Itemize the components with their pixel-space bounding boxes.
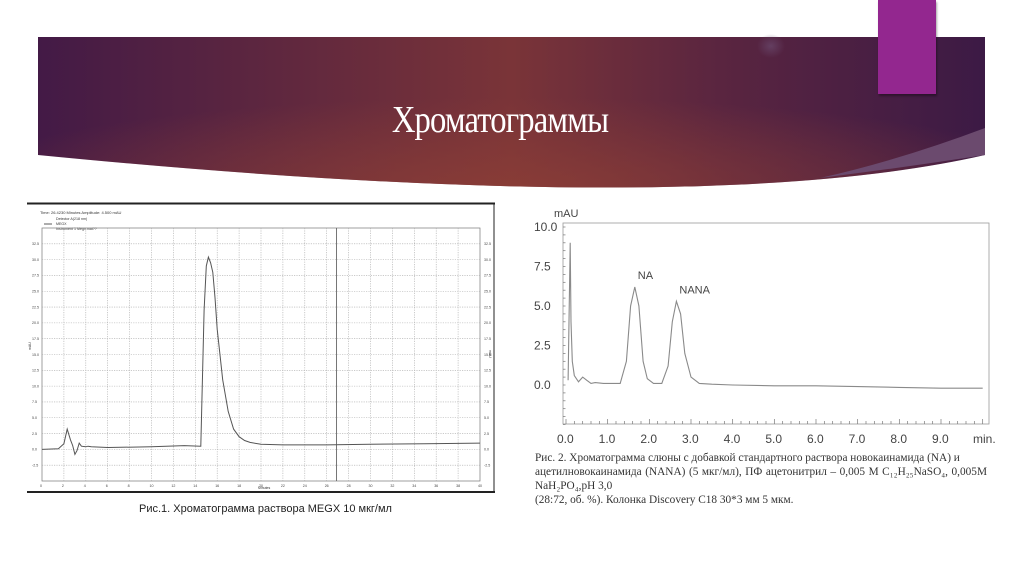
figure1-caption: Рис.1. Хроматограмма раствора MEGX 10 мк… bbox=[139, 503, 392, 515]
svg-text:7.5: 7.5 bbox=[484, 400, 489, 404]
svg-text:27.5: 27.5 bbox=[484, 274, 491, 278]
svg-text:2: 2 bbox=[62, 484, 64, 488]
caption-line: (28:72, об. %). Колонка Discovery C18 30… bbox=[535, 494, 794, 506]
svg-text:7.5: 7.5 bbox=[534, 260, 551, 274]
svg-text:30.0: 30.0 bbox=[484, 258, 491, 262]
svg-text:5.0: 5.0 bbox=[765, 432, 782, 446]
x-axis-label: min. bbox=[973, 432, 996, 446]
figure2-caption: Рис. 2. Хроматограмма слюны с добавкой с… bbox=[535, 451, 987, 507]
x-axis-label: Minutes bbox=[258, 486, 271, 490]
svg-text:2.5: 2.5 bbox=[32, 432, 37, 436]
svg-text:-2.5: -2.5 bbox=[484, 463, 490, 467]
peak-label: NANA bbox=[679, 284, 710, 296]
svg-text:0.0: 0.0 bbox=[557, 432, 574, 446]
banner-swoosh bbox=[820, 128, 985, 178]
svg-text:36: 36 bbox=[434, 484, 438, 488]
svg-text:5.0: 5.0 bbox=[484, 416, 489, 420]
svg-text:10: 10 bbox=[150, 484, 154, 488]
svg-text:32.5: 32.5 bbox=[32, 242, 39, 246]
svg-text:18: 18 bbox=[237, 484, 241, 488]
svg-text:2.5: 2.5 bbox=[534, 339, 551, 353]
legend: Detector A(218 nm) MEGX Instrument 1 Meg… bbox=[44, 217, 97, 231]
svg-text:10.0: 10.0 bbox=[32, 384, 39, 388]
svg-text:34: 34 bbox=[412, 484, 416, 488]
svg-text:7.5: 7.5 bbox=[32, 400, 37, 404]
axis-ticks: 0 2 4 6 8 10 12 14 16 18 20 22 24 26 28 30 32 34 36 38 40-2.… bbox=[32, 242, 491, 488]
svg-text:28: 28 bbox=[347, 484, 351, 488]
svg-text:2.5: 2.5 bbox=[484, 432, 489, 436]
svg-text:12.5: 12.5 bbox=[484, 369, 491, 373]
svg-text:15.0: 15.0 bbox=[32, 353, 39, 357]
svg-text:22.5: 22.5 bbox=[484, 305, 491, 309]
axis-ticks: 0.0 1.0 2.0 3.0 4.0 5.0 6.0 7.0 8.0 9.0 0.0 2.5 5.0 7… bbox=[534, 220, 984, 446]
plot-frame bbox=[562, 222, 990, 425]
svg-text:12.5: 12.5 bbox=[32, 369, 39, 373]
peak-label: NA bbox=[638, 270, 654, 282]
slide-title: Хроматограммы bbox=[391, 99, 609, 141]
chromatogram-megx: Time: 26.4230 Minutes Amplitude: 4.500 m… bbox=[26, 200, 496, 494]
svg-text:Instrument 1 Megx.mat??: Instrument 1 Megx.mat?? bbox=[56, 227, 97, 231]
svg-text:6: 6 bbox=[106, 484, 108, 488]
svg-text:10.0: 10.0 bbox=[534, 220, 558, 234]
svg-text:30.0: 30.0 bbox=[32, 258, 39, 262]
svg-text:22: 22 bbox=[281, 484, 285, 488]
svg-text:32.5: 32.5 bbox=[484, 242, 491, 246]
y-axis-label: mAU bbox=[28, 342, 32, 350]
svg-text:0.0: 0.0 bbox=[534, 378, 551, 392]
chromatogram-trace bbox=[41, 255, 481, 456]
svg-text:25.0: 25.0 bbox=[484, 290, 491, 294]
svg-text:8.0: 8.0 bbox=[890, 432, 907, 446]
svg-text:0: 0 bbox=[40, 484, 42, 488]
svg-text:5.0: 5.0 bbox=[534, 299, 551, 313]
svg-text:10.0: 10.0 bbox=[484, 384, 491, 388]
chromatogram-trace bbox=[567, 242, 983, 389]
svg-text:40: 40 bbox=[478, 484, 482, 488]
svg-text:15.0: 15.0 bbox=[484, 353, 491, 357]
svg-text:-2.5: -2.5 bbox=[32, 463, 38, 467]
svg-text:5.0: 5.0 bbox=[32, 416, 37, 420]
svg-text:20: 20 bbox=[259, 484, 263, 488]
svg-text:16: 16 bbox=[215, 484, 219, 488]
plot-grid bbox=[41, 227, 481, 482]
svg-text:17.5: 17.5 bbox=[32, 337, 39, 341]
svg-text:12: 12 bbox=[171, 484, 175, 488]
svg-text:25.0: 25.0 bbox=[32, 290, 39, 294]
title-banner bbox=[38, 10, 985, 188]
svg-text:Detector A(218 nm): Detector A(218 nm) bbox=[56, 217, 87, 221]
svg-text:7.0: 7.0 bbox=[849, 432, 866, 446]
y-axis-label: mAU bbox=[554, 208, 579, 220]
svg-text:27.5: 27.5 bbox=[32, 274, 39, 278]
caption-line: ацетилновокаинамида (NANA) (5 мкг/мл), П… bbox=[535, 466, 987, 492]
svg-text:4: 4 bbox=[84, 484, 86, 488]
svg-text:14: 14 bbox=[193, 484, 197, 488]
svg-text:4.0: 4.0 bbox=[724, 432, 741, 446]
svg-text:1.0: 1.0 bbox=[599, 432, 616, 446]
svg-text:20.0: 20.0 bbox=[484, 321, 491, 325]
svg-text:22.5: 22.5 bbox=[32, 305, 39, 309]
svg-text:17.5: 17.5 bbox=[484, 337, 491, 341]
svg-text:6.0: 6.0 bbox=[807, 432, 824, 446]
svg-text:MEGX: MEGX bbox=[56, 222, 67, 226]
svg-text:24: 24 bbox=[303, 484, 307, 488]
svg-text:20.0: 20.0 bbox=[32, 321, 39, 325]
svg-text:38: 38 bbox=[456, 484, 460, 488]
y-axis-label-right: mAU bbox=[488, 350, 492, 358]
svg-text:0.0: 0.0 bbox=[32, 448, 37, 452]
svg-text:8: 8 bbox=[128, 484, 130, 488]
svg-text:9.0: 9.0 bbox=[932, 432, 949, 446]
chromatogram-na-nana: 0.0 1.0 2.0 3.0 4.0 5.0 6.0 7.0 8.0 9.0 0.0 2.5 5.0 7… bbox=[520, 200, 1000, 452]
svg-text:30: 30 bbox=[369, 484, 373, 488]
chart-header-text: Time: 26.4230 Minutes Amplitude: 4.500 m… bbox=[40, 210, 122, 215]
accent-bar bbox=[878, 0, 936, 94]
svg-text:3.0: 3.0 bbox=[682, 432, 699, 446]
svg-text:32: 32 bbox=[390, 484, 394, 488]
caption-line: Рис. 2. Хроматограмма слюны с добавкой с… bbox=[535, 452, 960, 464]
svg-text:2.0: 2.0 bbox=[640, 432, 657, 446]
svg-text:26: 26 bbox=[325, 484, 329, 488]
svg-text:0.0: 0.0 bbox=[484, 448, 489, 452]
